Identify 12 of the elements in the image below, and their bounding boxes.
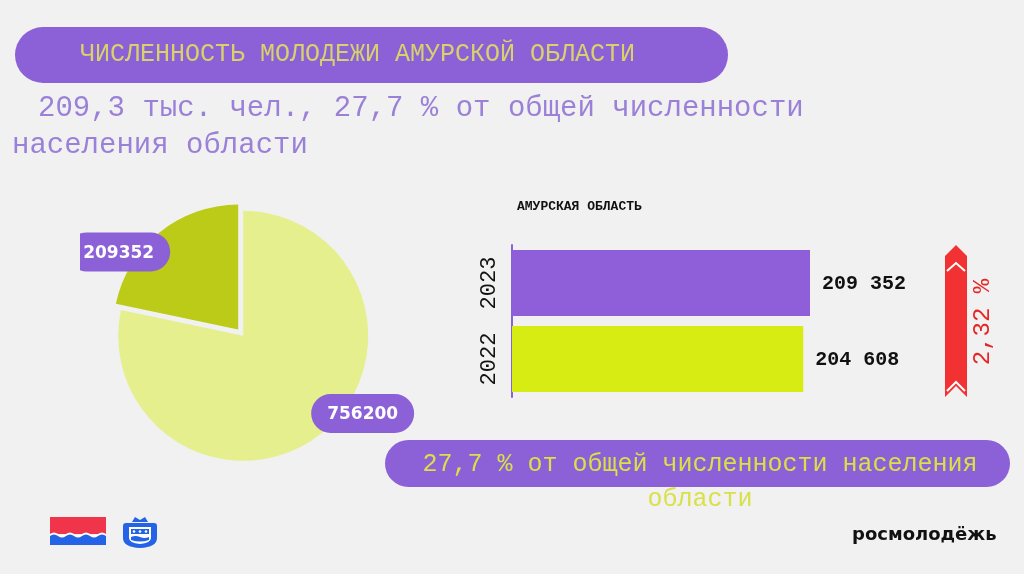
chart-title: ЧИСЛЕННОСТЬ МОЛОДЕЖИ АМУРСКОЙ ОБЛАСТИ xyxy=(80,40,636,70)
text: 27,7 % от общей численности населения области xyxy=(421,449,979,516)
data-label: 209 352 xyxy=(822,271,907,295)
y-tick-label: 2022 xyxy=(476,332,502,386)
data-label: 756200 xyxy=(327,403,399,424)
y-tick-label: 2023 xyxy=(476,256,502,310)
chart-title: АМУРСКАЯ ОБЛАСТЬ xyxy=(517,199,643,214)
text: 2,32 % xyxy=(968,277,997,368)
text: росмолодёжь xyxy=(852,522,997,546)
data-label: 204 608 xyxy=(815,347,900,371)
chart-subtitle: 209,3 тыс. чел., 27,7 % от общей численности населения области xyxy=(12,91,805,164)
data-label: 209352 xyxy=(83,241,155,262)
